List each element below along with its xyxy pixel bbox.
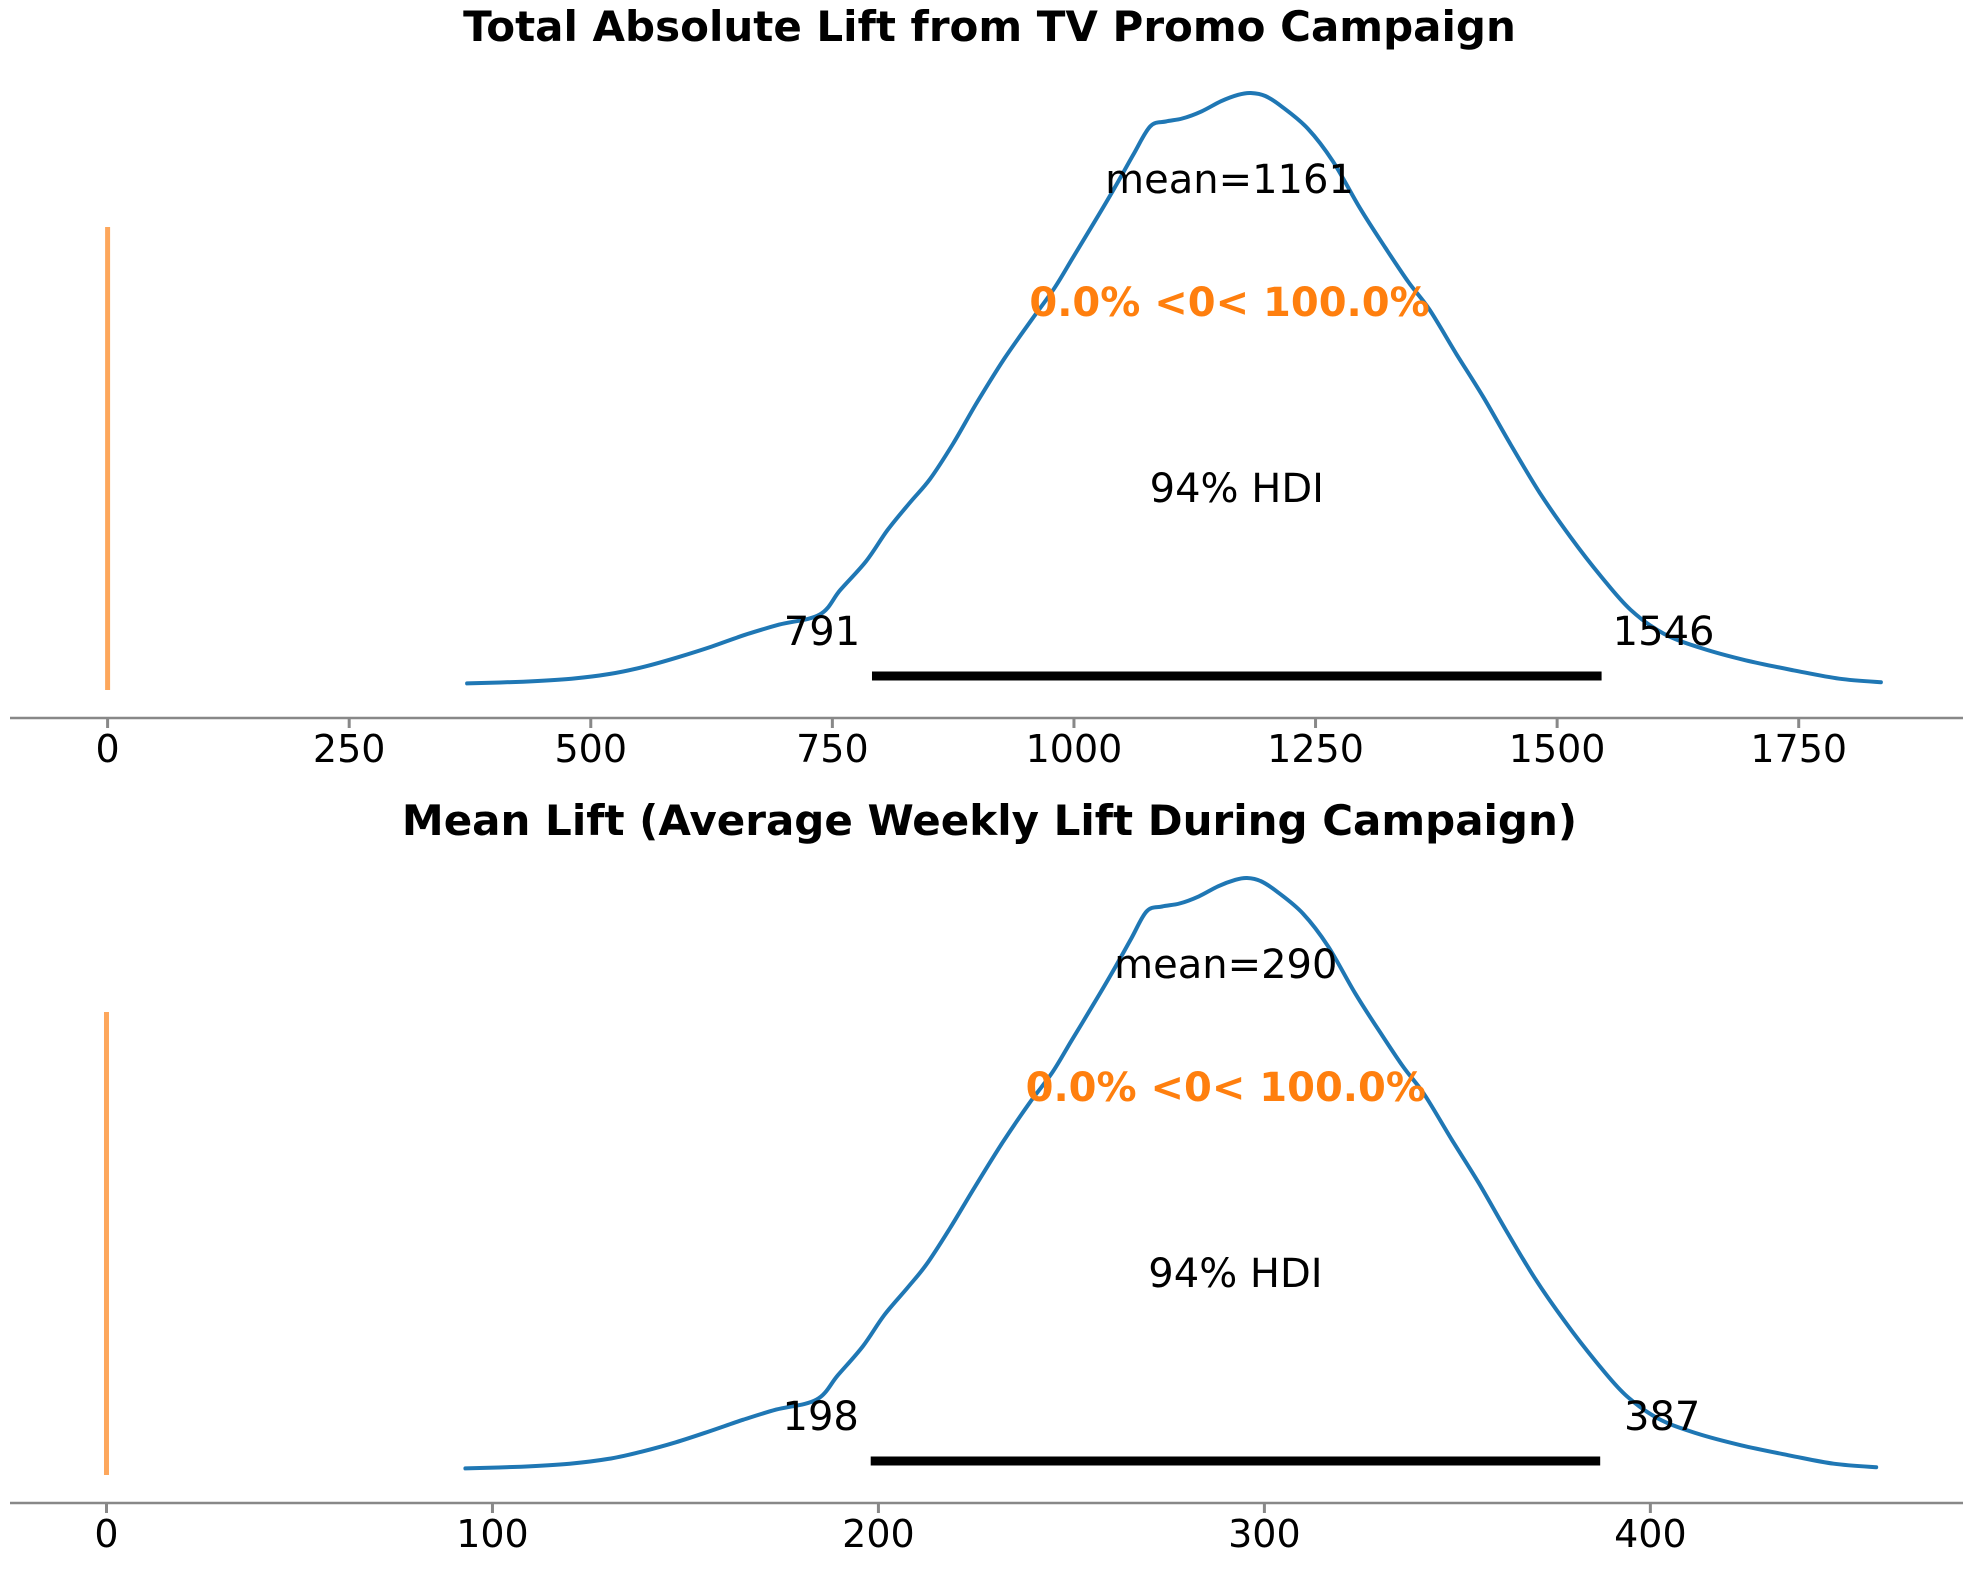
plot-title-total-lift: Total Absolute Lift from TV Promo Campai… — [463, 2, 1516, 51]
mean-label: mean=1161 — [1105, 157, 1354, 203]
x-tick-label: 750 — [796, 727, 869, 771]
x-tick-label: 250 — [313, 727, 386, 771]
hdi-lower-value: 791 — [784, 609, 860, 655]
kde-curve — [465, 90, 1883, 686]
x-tick-label: 0 — [96, 727, 120, 771]
hdi-interval-label: 94% HDI — [1150, 466, 1324, 512]
x-tick-label: 400 — [1614, 1512, 1687, 1556]
hdi-lower-value: 198 — [783, 1394, 859, 1440]
x-tick-label: 500 — [555, 727, 628, 771]
x-tick-label: 200 — [842, 1512, 915, 1556]
kde-curve — [463, 875, 1879, 1471]
x-tick-label: 1500 — [1509, 727, 1606, 771]
hdi-interval-label: 94% HDI — [1148, 1251, 1322, 1297]
ref-probability-text: 0.0% <0< 100.0% — [1026, 1065, 1426, 1111]
x-tick-label: 100 — [456, 1512, 529, 1556]
x-tick-label: 1000 — [1026, 727, 1123, 771]
x-tick-label: 1750 — [1750, 727, 1847, 771]
hdi-upper-value: 387 — [1624, 1394, 1700, 1440]
mean-label: mean=290 — [1114, 942, 1337, 988]
hdi-upper-value: 1546 — [1613, 609, 1715, 655]
x-tick-label: 0 — [94, 1512, 118, 1556]
ref-probability-text: 0.0% <0< 100.0% — [1029, 280, 1429, 326]
plot-title-mean-lift: Mean Lift (Average Weekly Lift During Ca… — [401, 796, 1578, 845]
x-tick-label: 300 — [1228, 1512, 1301, 1556]
x-tick-label: 1250 — [1267, 727, 1364, 771]
